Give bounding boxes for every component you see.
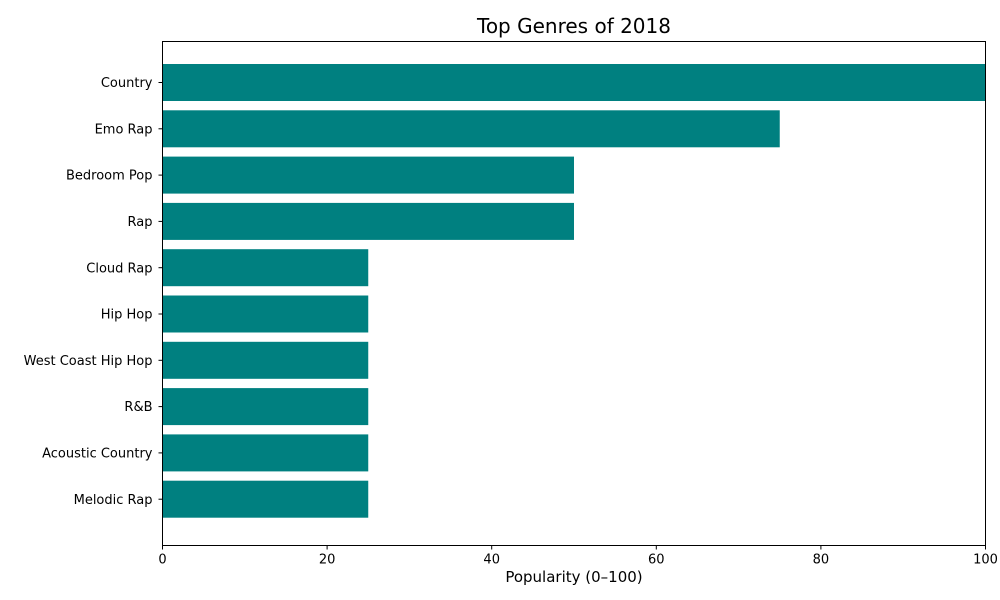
y-tick-label: Bedroom Pop xyxy=(66,169,153,184)
x-tick-label: 40 xyxy=(483,553,500,568)
y-tick-label: R&B xyxy=(124,400,152,415)
x-tick-label: 80 xyxy=(813,553,830,568)
y-tick-label: Cloud Rap xyxy=(86,261,152,276)
bar-country xyxy=(162,64,986,101)
y-tick-label: Rap xyxy=(128,215,153,230)
y-tick-label: Melodic Rap xyxy=(74,493,153,508)
y-tick-label: Acoustic Country xyxy=(42,446,153,461)
x-tick-label: 0 xyxy=(158,553,166,568)
y-tick-label: West Coast Hip Hop xyxy=(24,354,153,369)
x-tick-label: 100 xyxy=(973,553,998,568)
x-tick-label: 20 xyxy=(319,553,336,568)
bar-randb xyxy=(162,388,369,426)
bar-acoustic-country xyxy=(162,434,369,472)
bar-bedroom-pop xyxy=(162,156,574,194)
y-tick-label: Country xyxy=(101,76,153,91)
x-axis-ticks: 0 20 40 60 80 100 xyxy=(158,545,998,568)
bars-layer xyxy=(162,64,986,518)
bar-west-coast-hip-hop xyxy=(162,341,369,379)
x-axis-label: Popularity (0–100) xyxy=(505,568,642,586)
x-tick-label: 60 xyxy=(648,553,665,568)
chart-title: Top Genres of 2018 xyxy=(476,14,671,38)
bar-cloud-rap xyxy=(162,249,369,287)
y-axis-ticks: Country Emo Rap Bedroom Pop Rap Cloud Rap Hip… xyxy=(24,76,163,508)
y-tick-label: Emo Rap xyxy=(95,122,153,137)
plot-frame xyxy=(162,41,986,546)
bar-rap xyxy=(162,202,574,240)
bar-emo-rap xyxy=(162,110,780,148)
y-tick-label: Hip Hop xyxy=(101,308,153,323)
bar-melodic-rap xyxy=(162,480,369,518)
bar-hip-hop xyxy=(162,295,369,333)
